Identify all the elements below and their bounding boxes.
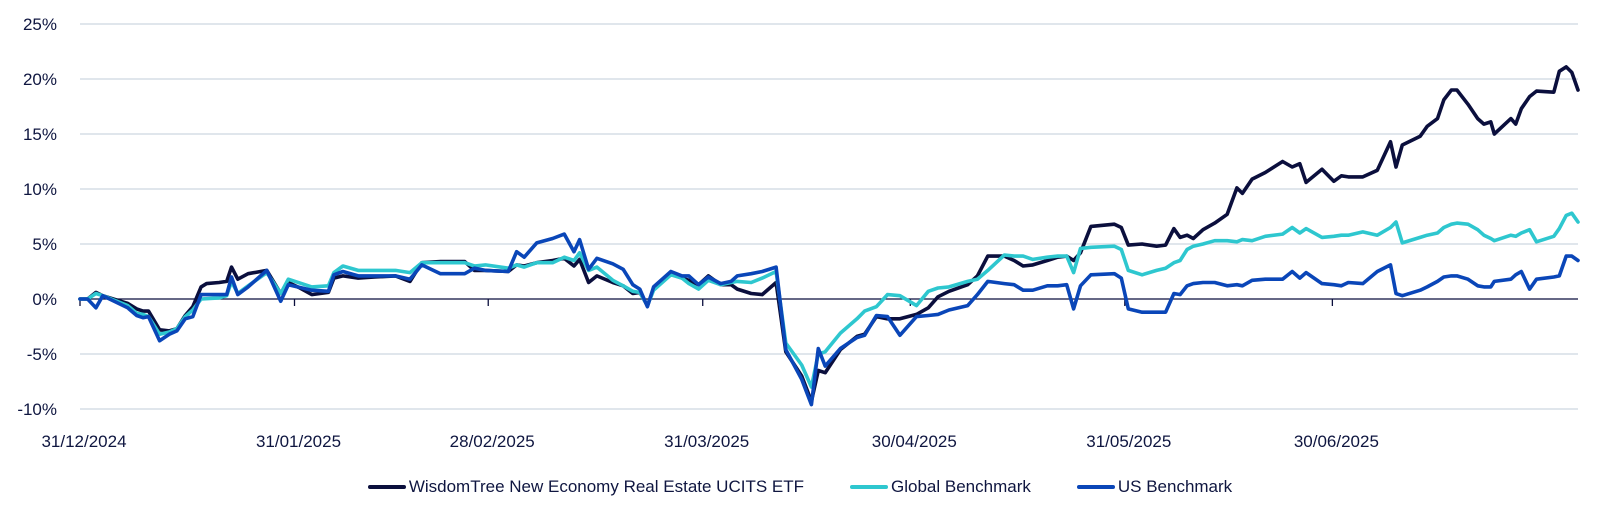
x-axis-ticks: 31/12/2024 31/01/2025 28/02/2025 31/03/2025… (41, 299, 1379, 451)
legend-label-us: US Benchmark (1117, 477, 1233, 496)
legend-swatch-global (850, 485, 889, 489)
legend-label-global: Global Benchmark (891, 477, 1031, 496)
x-tick-label: 31/03/2025 (664, 432, 749, 451)
y-tick-label: -10% (17, 400, 57, 419)
y-axis-tick-labels: 25% 20% 15% 10% 5% 0% -5% -10% (17, 15, 57, 419)
legend-item-etf[interactable]: WisdomTree New Economy Real Estate UCITS… (367, 477, 805, 497)
y-tick-label: 25% (23, 15, 57, 34)
y-tick-label: 20% (23, 70, 57, 89)
series-lines (78, 65, 1580, 407)
y-tick-label: 0% (32, 290, 57, 309)
y-tick-label: 15% (23, 125, 57, 144)
x-tick-label: 30/06/2025 (1294, 432, 1379, 451)
x-tick-label: 31/05/2025 (1086, 432, 1171, 451)
y-tick-label: -5% (27, 345, 57, 364)
legend-label-etf: WisdomTree New Economy Real Estate UCITS… (408, 477, 805, 496)
legend-item-us-benchmark[interactable]: US Benchmark (1076, 477, 1233, 497)
y-tick-label: 10% (23, 180, 57, 199)
x-tick-label: 28/02/2025 (450, 432, 535, 451)
legend-swatch-etf (367, 485, 406, 489)
y-tick-label: 5% (32, 235, 57, 254)
x-tick-label: 30/04/2025 (872, 432, 957, 451)
legend-swatch-us (1076, 485, 1115, 489)
x-tick-label: 31/01/2025 (256, 432, 341, 451)
x-tick-label: 31/12/2024 (41, 432, 126, 451)
legend: WisdomTree New Economy Real Estate UCITS… (0, 473, 1600, 501)
gridlines (80, 23, 1578, 410)
legend-item-global-benchmark[interactable]: Global Benchmark (850, 477, 1031, 497)
series-line-us-benchmark (78, 232, 1580, 407)
